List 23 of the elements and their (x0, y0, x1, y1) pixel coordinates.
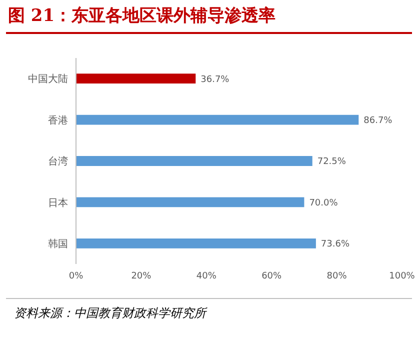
bar (76, 238, 316, 248)
y-tick-label: 香港 (48, 114, 68, 126)
x-tick-label: 60% (262, 271, 282, 282)
x-tick-label: 80% (326, 271, 348, 282)
x-tick-label: 100% (389, 271, 416, 282)
bar (76, 197, 304, 208)
data-label: 73.6% (320, 240, 350, 250)
data-label: 86.7% (364, 116, 393, 126)
chart-title: 图 21：东亚各地区课外辅导渗透率 (8, 5, 276, 27)
y-tick-label: 中国大陆 (28, 73, 68, 86)
y-tick-label: 韩国 (48, 238, 68, 250)
x-tick-label: 40% (196, 271, 217, 282)
text: 资料来源：中国教育财政科学研究所 (14, 305, 206, 322)
y-tick-label: 台湾 (48, 156, 68, 168)
x-tick-label: 0% (68, 271, 84, 282)
bar (76, 114, 359, 125)
data-label: 36.7% (200, 74, 230, 85)
x-tick-label: 20% (131, 271, 152, 282)
bar (76, 74, 196, 84)
data-label: 72.5% (317, 157, 346, 168)
y-tick-label: 日本 (48, 196, 68, 209)
bar (76, 156, 312, 166)
data-label: 70.0% (309, 198, 338, 208)
